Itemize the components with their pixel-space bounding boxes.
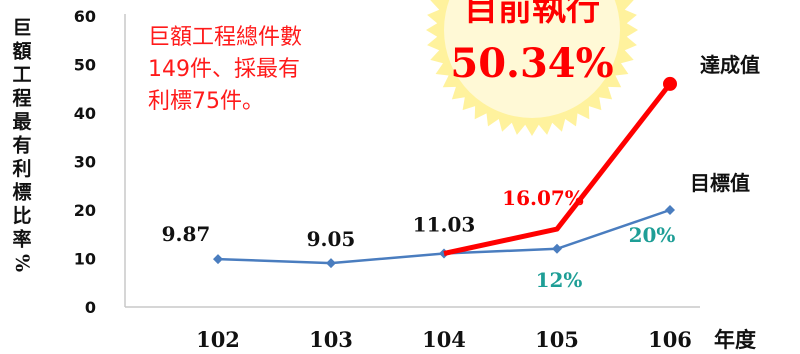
- series-target-point: [213, 254, 223, 265]
- series-target-point: [326, 258, 336, 269]
- y-axis-label-char: 標: [12, 181, 31, 204]
- y-tick-label: 0: [85, 298, 96, 317]
- x-tick-label: 103: [309, 327, 353, 352]
- series-achieved-end-point: [663, 76, 677, 91]
- series-name-achieved: 達成值: [700, 53, 760, 77]
- badge-title: 目前執行: [464, 0, 600, 29]
- y-axis-label-char: 利: [12, 158, 31, 180]
- data-label-target: 12%: [536, 268, 583, 292]
- x-tick-label: 104: [422, 327, 466, 352]
- data-label-target: 20%: [629, 223, 676, 247]
- y-tick-label: 40: [74, 104, 96, 123]
- y-tick-label: 50: [74, 56, 96, 75]
- note-line-3: 利標75件。: [148, 89, 264, 114]
- y-axis-label-char: %: [11, 254, 33, 272]
- y-tick-label: 20: [74, 201, 96, 220]
- note-line-1: 巨額工程總件數: [148, 25, 303, 50]
- data-label-achieved: 16.07%: [502, 186, 584, 210]
- y-axis-label-char: 率: [12, 228, 31, 251]
- note-line-2: 149件、採最有: [148, 57, 300, 82]
- badge-disc: [444, 0, 620, 118]
- y-tick-label: 60: [74, 7, 96, 26]
- x-tick-label: 102: [196, 327, 240, 352]
- y-axis-label-char: 額: [12, 40, 31, 63]
- series-target-point: [552, 243, 562, 254]
- y-tick-label: 10: [74, 250, 96, 269]
- y-axis-label-char: 有: [12, 134, 31, 157]
- data-label-target: 9.05: [307, 227, 356, 251]
- x-axis-label: 年度: [714, 327, 756, 352]
- x-tick-label: 105: [535, 327, 579, 352]
- achievement-badge: 目前執行 50.34%: [426, 0, 638, 136]
- data-label-target: 11.03: [413, 213, 476, 237]
- series-name-target: 目標值: [690, 171, 750, 195]
- x-axis-ticks: 102 103 104 105 106: [196, 327, 692, 352]
- y-axis-label-char: 工: [12, 64, 31, 86]
- x-tick-label: 106: [648, 327, 692, 352]
- y-axis-label-char: 最: [12, 111, 32, 133]
- y-axis-label-char: 程: [12, 88, 31, 110]
- summary-note: 巨額工程總件數 149件、採最有 利標75件。: [148, 22, 302, 118]
- data-label-target: 9.87: [162, 222, 211, 246]
- y-axis-label-char: 比: [12, 205, 31, 227]
- series-layer: [213, 76, 677, 269]
- y-axis-ticks: 0 10 20 30 40 50 60: [74, 7, 96, 317]
- series-target-point: [665, 205, 675, 215]
- series-achieved-line: [443, 82, 672, 256]
- y-axis-label-char: 巨: [12, 17, 31, 39]
- badge-value: 50.34%: [450, 40, 613, 87]
- y-tick-label: 30: [74, 153, 96, 172]
